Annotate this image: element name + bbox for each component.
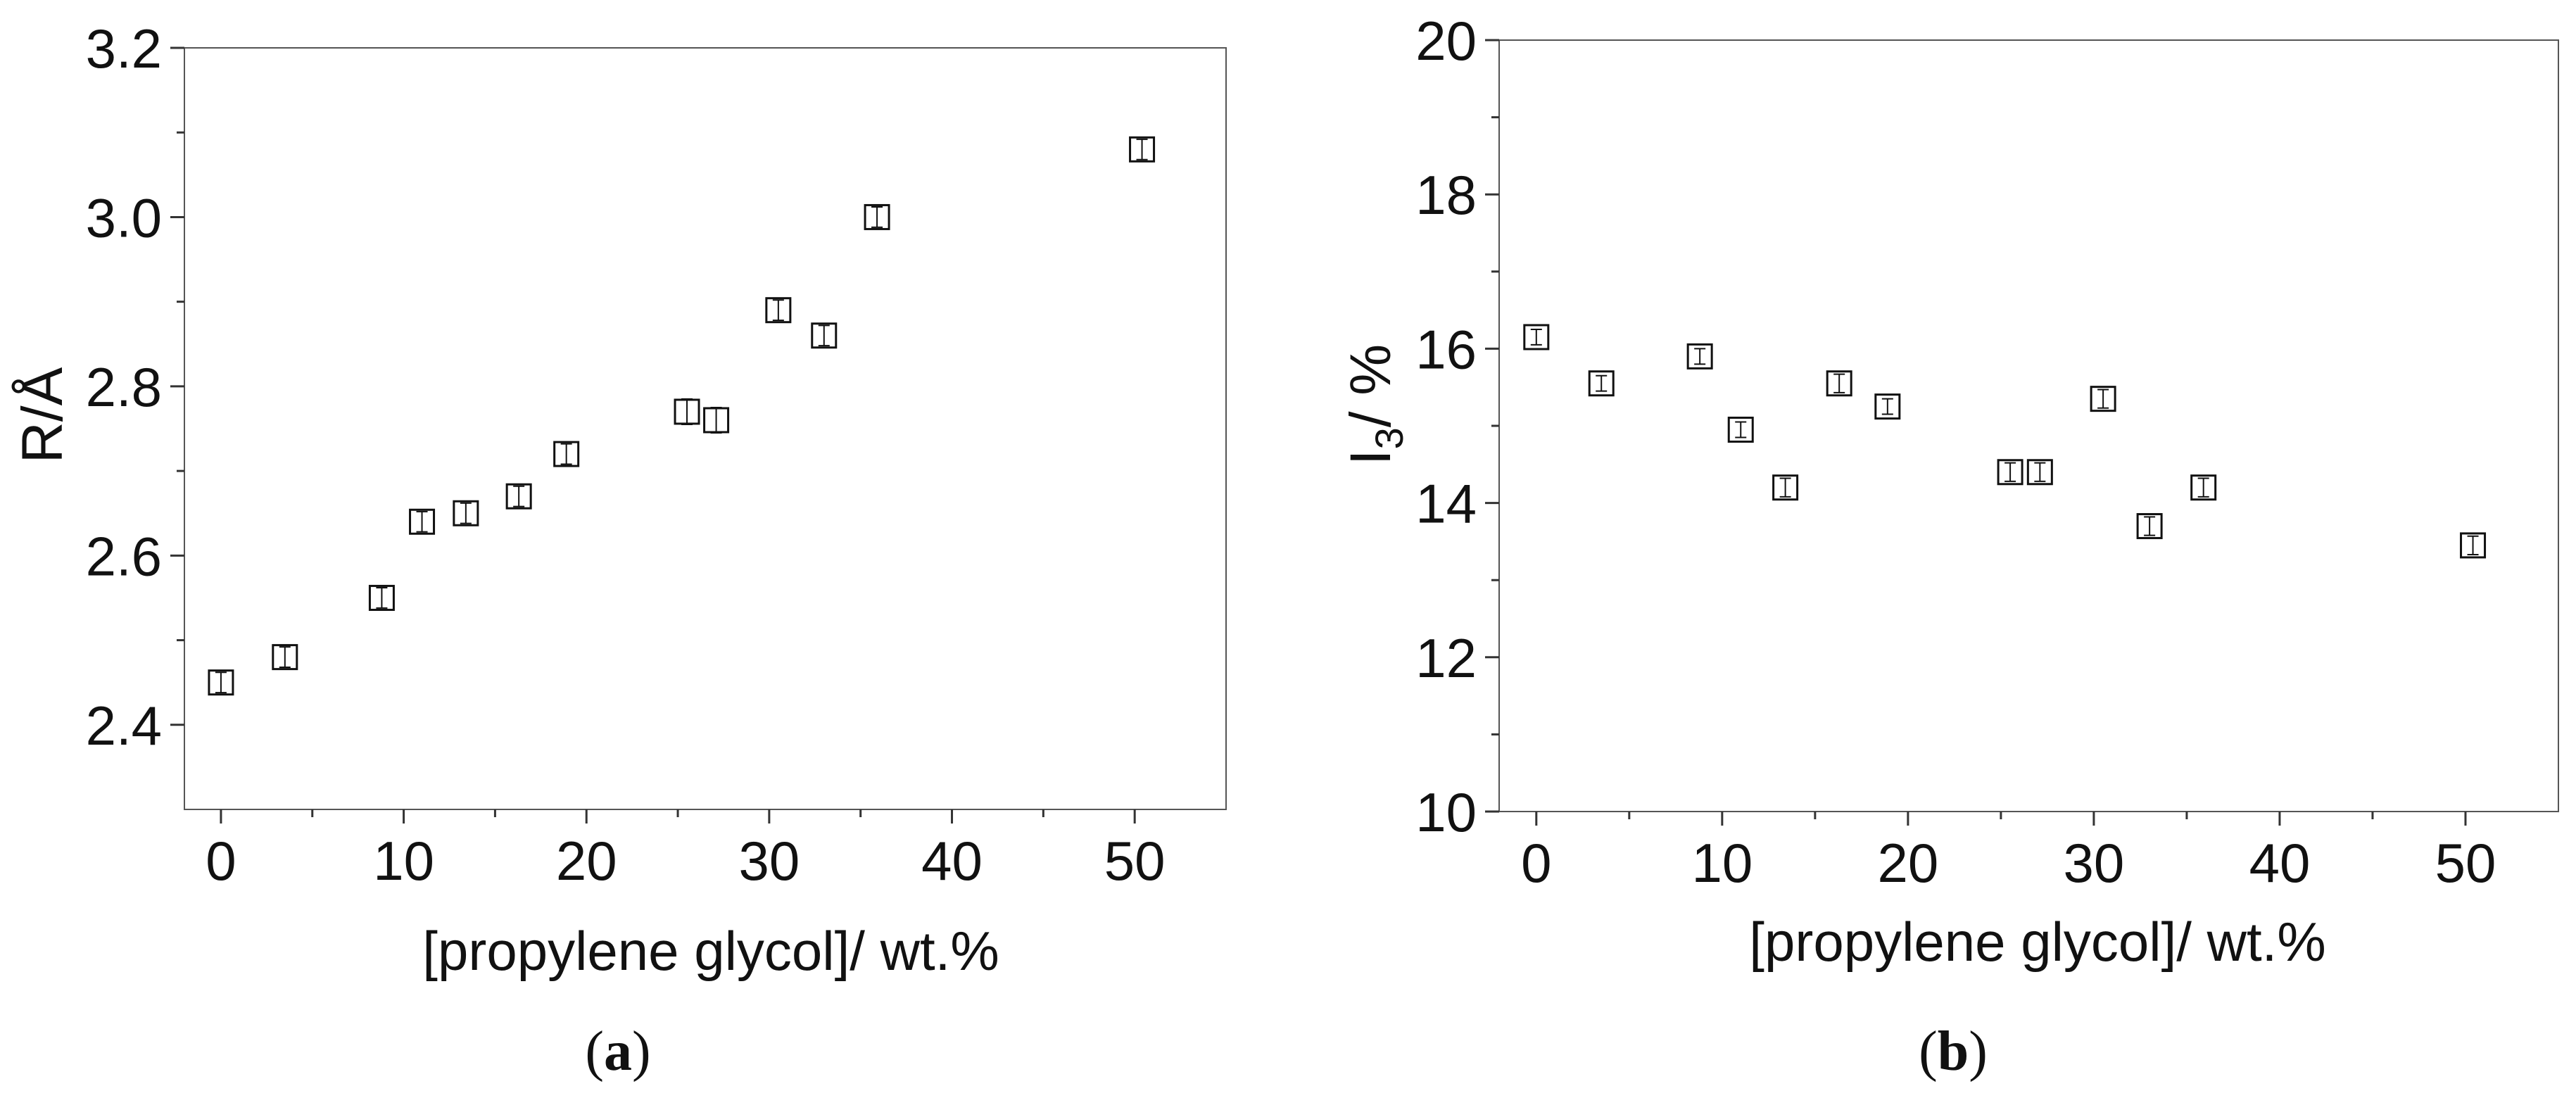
y-tick-label: 18 [1415, 164, 1477, 226]
square-marker [208, 669, 234, 696]
y-axis-label-b-main: I [1339, 449, 1403, 465]
x-tick-label: 0 [1521, 832, 1551, 894]
x-tick-label: 10 [1691, 832, 1753, 894]
square-marker [1686, 343, 1713, 370]
y-tick-label: 3.2 [86, 18, 162, 80]
square-marker [703, 407, 730, 434]
data-point [864, 203, 890, 230]
data-point [1826, 370, 1852, 397]
data-point [1686, 343, 1713, 370]
x-tick-label: 40 [921, 830, 983, 892]
square-marker [1727, 416, 1754, 443]
data-point [453, 500, 479, 526]
data-point [505, 483, 532, 510]
chart-panel-b: 10 12 14 16 18 20 0 10 20 30 40 50 [propylene glyc… [1339, 10, 2559, 1083]
square-marker [2136, 512, 2163, 539]
square-marker [765, 297, 792, 324]
x-tick-label: 20 [1877, 832, 1938, 894]
square-marker [1826, 370, 1852, 397]
x-tick-label: 10 [373, 830, 434, 892]
square-marker [674, 398, 700, 425]
y-tick-label: 16 [1415, 318, 1477, 380]
panel-caption-a: (a) [585, 1021, 650, 1083]
data-point [553, 441, 580, 467]
y-axis-label-b: I3/ % [1339, 344, 1411, 465]
x-tick-label: 50 [1104, 830, 1166, 892]
square-marker [2026, 459, 2053, 486]
y-axis-label-b-sub: 3 [1367, 427, 1411, 449]
y-ticks-b: 10 12 14 16 18 20 [1415, 10, 1499, 843]
y-axis-label-b-rest: / % [1339, 344, 1403, 427]
x-tick-label: 50 [2435, 832, 2496, 894]
data-point [674, 398, 700, 425]
square-marker [368, 584, 395, 611]
data-point [1997, 459, 2023, 486]
y-tick-label: 14 [1415, 473, 1477, 535]
y-tick-label: 2.4 [86, 695, 162, 757]
chart-panel-a: 2.4 2.6 2.8 3.0 3.2 0 10 20 30 40 50 [propylene g… [11, 18, 1227, 1083]
x-tick-label: 40 [2249, 832, 2311, 894]
data-points-a [208, 136, 1156, 696]
square-marker [2090, 386, 2116, 412]
x-tick-label: 30 [738, 830, 800, 892]
y-tick-label: 2.6 [86, 525, 162, 587]
x-axis-label-a: [propylene glycol]/ wt.% [422, 920, 999, 982]
panel-label-a: a [604, 1021, 632, 1083]
square-marker [2190, 474, 2217, 501]
y-tick-label: 10 [1415, 781, 1477, 843]
data-point [1727, 416, 1754, 443]
square-marker [453, 500, 479, 526]
square-marker [409, 508, 436, 535]
data-point [368, 584, 395, 611]
x-tick-label: 20 [556, 830, 617, 892]
square-marker [2460, 532, 2487, 559]
data-point [703, 406, 730, 434]
data-point [2090, 386, 2116, 412]
data-point [2026, 459, 2053, 486]
data-point [765, 297, 792, 324]
x-ticks-b: 0 10 20 30 40 50 [1521, 812, 2496, 894]
x-tick-label: 30 [2064, 832, 2125, 894]
y-axis-label-a: R/Å [11, 367, 75, 463]
square-marker [505, 483, 532, 510]
square-marker [272, 644, 298, 671]
panel-caption-b: (b) [1919, 1021, 1988, 1083]
data-point [2460, 532, 2487, 559]
y-tick-label: 3.0 [86, 187, 162, 248]
data-point [272, 644, 298, 671]
data-point [208, 669, 234, 696]
data-point [1772, 474, 1799, 501]
data-point [1129, 136, 1156, 163]
data-point [1874, 393, 1901, 420]
data-point [409, 508, 436, 535]
data-points-b [1523, 324, 2487, 559]
x-axis-label-b: [propylene glycol]/ wt.% [1749, 911, 2325, 973]
square-marker [864, 203, 890, 230]
x-tick-label: 0 [206, 830, 236, 892]
data-point [1588, 370, 1615, 397]
data-point [2136, 512, 2163, 539]
y-ticks-a: 2.4 2.6 2.8 3.0 3.2 [86, 18, 184, 757]
data-point [1523, 324, 1550, 351]
y-tick-label: 20 [1415, 10, 1477, 72]
square-marker [1772, 474, 1799, 501]
square-marker [553, 441, 580, 467]
data-point [2190, 474, 2217, 501]
panel-label-b: b [1938, 1021, 1969, 1083]
square-marker [811, 322, 838, 349]
square-marker [1997, 459, 2023, 486]
y-tick-label: 12 [1415, 627, 1477, 689]
square-marker [1588, 370, 1615, 397]
square-marker [1129, 136, 1156, 163]
plot-frame-a [184, 47, 1227, 810]
data-point [811, 322, 838, 349]
y-tick-label: 2.8 [86, 356, 162, 418]
square-marker [1874, 393, 1901, 420]
square-marker [1523, 324, 1550, 351]
x-ticks-a: 0 10 20 30 40 50 [206, 809, 1166, 892]
